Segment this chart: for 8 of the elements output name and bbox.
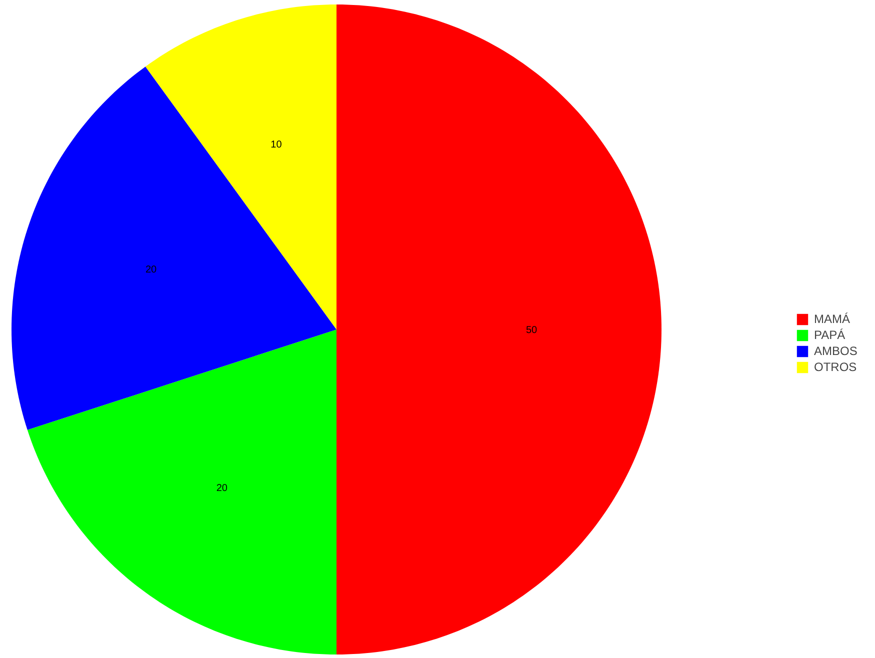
legend-label: MAMÁ <box>814 312 850 326</box>
legend-label: OTROS <box>814 360 857 374</box>
data-label: 10 <box>270 140 282 151</box>
data-label: 50 <box>526 325 538 336</box>
legend-label: AMBOS <box>814 344 858 358</box>
legend-label: PAPÁ <box>814 328 846 342</box>
data-label: 20 <box>145 264 158 276</box>
data-label: 20 <box>216 482 228 494</box>
